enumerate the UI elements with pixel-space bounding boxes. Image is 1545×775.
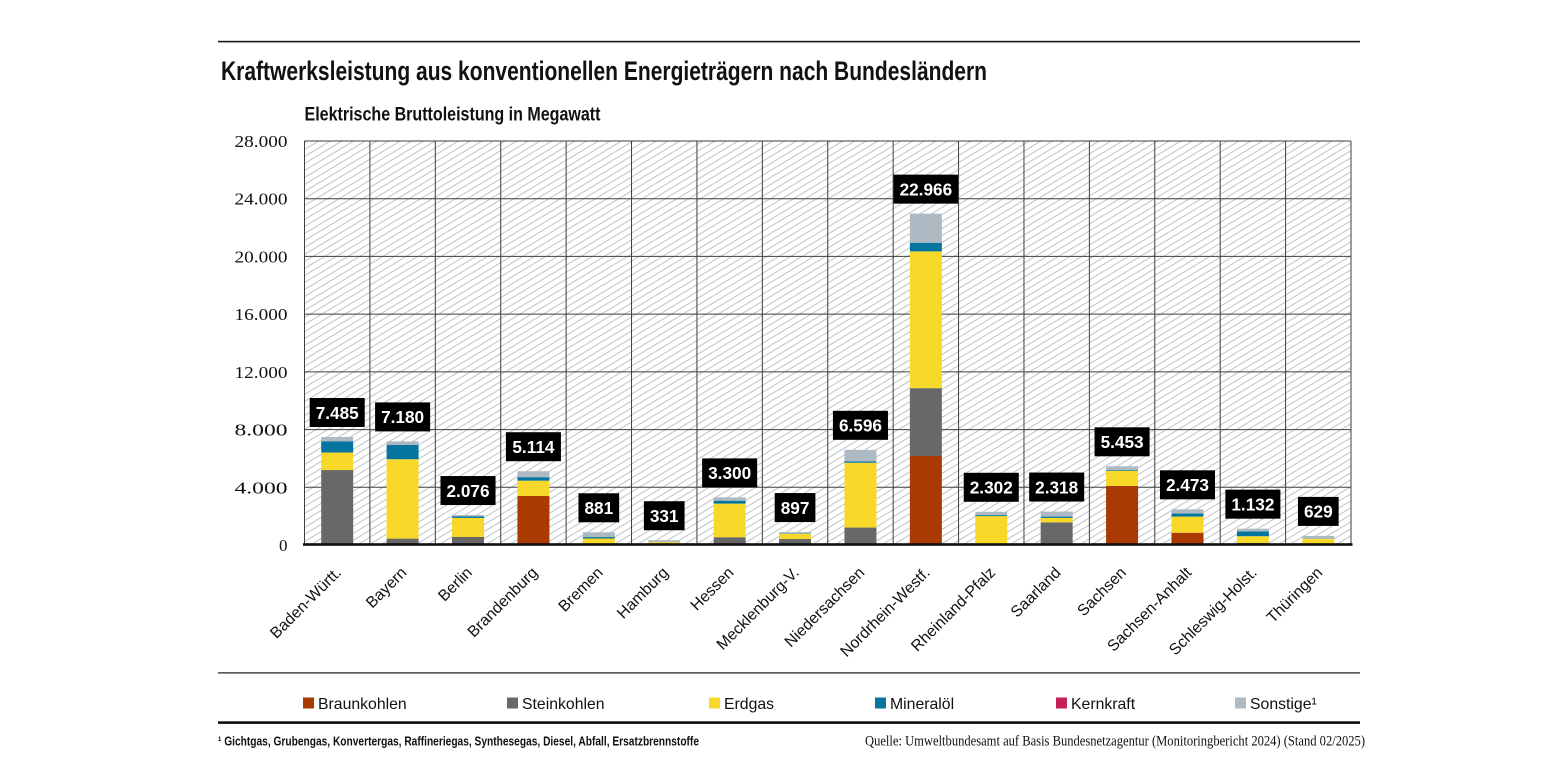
svg-text:881: 881 [584,498,613,518]
svg-text:2.318: 2.318 [1035,477,1078,497]
svg-text:Kraftwerksleistung aus konvent: Kraftwerksleistung aus konventionellen E… [221,56,987,86]
svg-text:¹ Gichtgas, Grubengas, Konvert: ¹ Gichtgas, Grubengas, Konvertergas, Raf… [218,735,699,749]
svg-text:5.453: 5.453 [1101,432,1144,452]
svg-text:Sonstige¹: Sonstige¹ [1250,696,1317,713]
svg-text:Quelle: Umweltbundesamt auf Ba: Quelle: Umweltbundesamt auf Basis Bundes… [865,734,1365,750]
svg-text:1.132: 1.132 [1231,494,1274,514]
svg-text:2.076: 2.076 [447,481,490,501]
svg-text:Braunkohlen: Braunkohlen [318,696,407,713]
svg-text:4.000: 4.000 [235,478,288,497]
svg-text:16.000: 16.000 [235,305,288,324]
svg-text:Elektrische Bruttoleistung in: Elektrische Bruttoleistung in Megawatt [305,104,602,125]
svg-text:6.596: 6.596 [839,416,882,436]
svg-text:331: 331 [650,506,679,526]
svg-text:629: 629 [1304,502,1333,522]
svg-text:7.180: 7.180 [381,407,424,427]
svg-text:897: 897 [781,498,810,518]
svg-text:Erdgas: Erdgas [724,696,774,713]
svg-text:0: 0 [279,536,288,555]
svg-text:22.966: 22.966 [900,179,953,199]
svg-text:2.473: 2.473 [1166,475,1209,495]
svg-text:28.000: 28.000 [235,132,288,151]
svg-text:5.114: 5.114 [512,437,555,457]
svg-text:Steinkohlen: Steinkohlen [522,696,605,713]
svg-text:12.000: 12.000 [235,363,288,382]
svg-text:24.000: 24.000 [235,190,288,209]
svg-text:Mineralöl: Mineralöl [890,696,954,713]
svg-text:Kernkraft: Kernkraft [1071,696,1136,713]
svg-text:8.000: 8.000 [235,421,288,440]
svg-text:7.485: 7.485 [316,403,359,423]
svg-text:20.000: 20.000 [235,247,288,266]
svg-text:3.300: 3.300 [708,463,751,483]
svg-text:2.302: 2.302 [970,478,1013,498]
